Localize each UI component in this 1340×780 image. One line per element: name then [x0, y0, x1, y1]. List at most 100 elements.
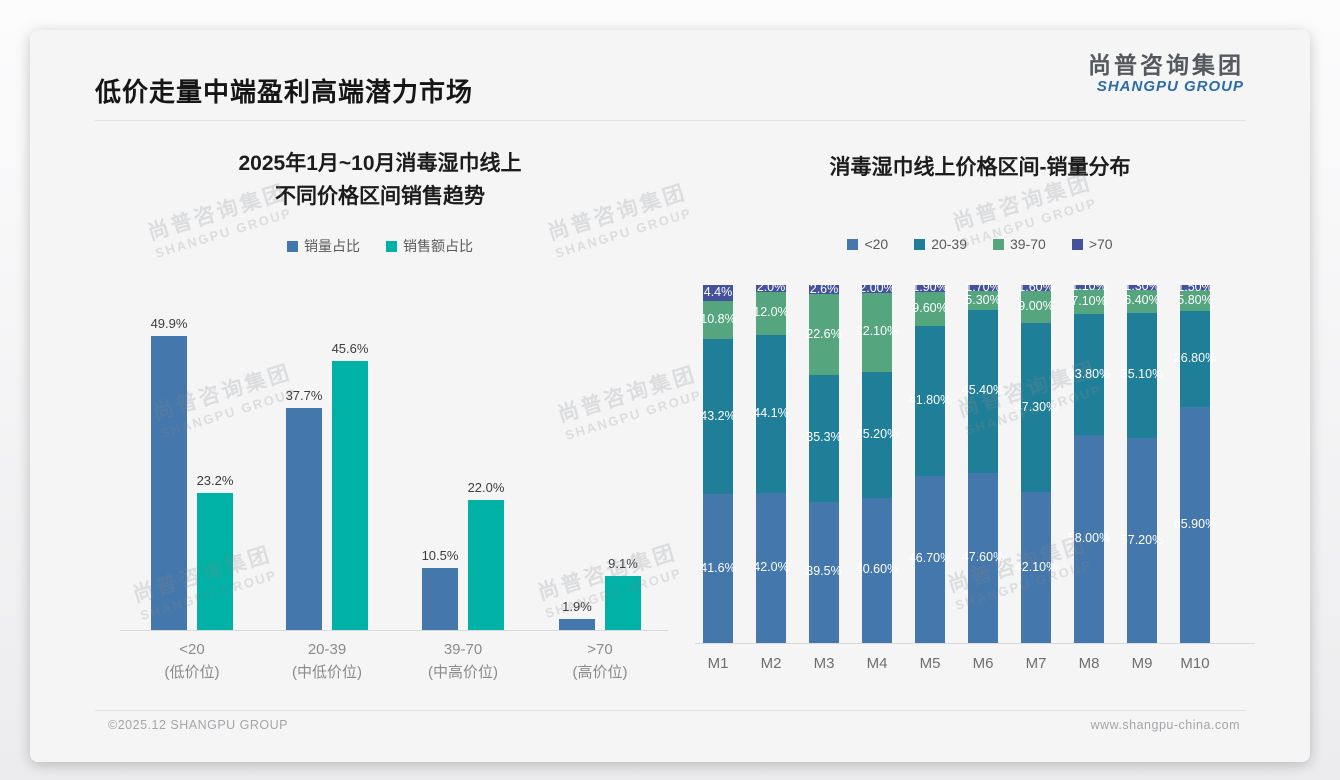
- x-axis-label: M6: [972, 655, 994, 672]
- legend-label: 销售额占比: [403, 238, 473, 254]
- bar-销量占比: [151, 336, 187, 630]
- category-sublabel: (低价位): [164, 664, 220, 681]
- logo-en-text: SHANGPU GROUP: [1096, 78, 1244, 96]
- category-sublabel: (中低价位): [292, 664, 362, 681]
- category-label: >70: [587, 641, 613, 658]
- page-title: 低价走量中端盈利高端潜力市场: [95, 77, 474, 107]
- header-divider: [95, 120, 1246, 121]
- left-chart-legend: 销量占比 销售额占比: [90, 236, 670, 256]
- bar-销量占比: [559, 619, 595, 630]
- bar-segment-39-70: [862, 292, 892, 372]
- bar-segment-39-70: [809, 294, 839, 376]
- segment-label: 10.8%: [700, 312, 736, 327]
- bar-销售额占比: [605, 576, 641, 630]
- x-axis-label: M3: [813, 655, 835, 672]
- segment-label: 9.60%: [912, 301, 948, 315]
- segment-label: 57.20%: [1120, 532, 1164, 547]
- segment-label: 42.0%: [753, 559, 789, 574]
- segment-label: 5.80%: [1177, 292, 1213, 307]
- legend-label: 39-70: [1010, 236, 1046, 252]
- right-chart-plot: 41.6% 43.2% 10.8% 4.4% M1 42.0% 44.1% 12.0% 2.0%…: [660, 270, 1280, 700]
- bar-segment->70: [915, 285, 945, 292]
- legend-swatch: [993, 238, 1004, 250]
- bar-segment-<20: [862, 497, 892, 643]
- value-label: 22.0%: [467, 480, 505, 495]
- x-axis-label: M8: [1078, 655, 1100, 672]
- category-label: 39-70: [443, 641, 483, 658]
- x-axis-label: M1: [707, 655, 729, 672]
- bar-销量占比: [422, 568, 458, 630]
- bar-销售额占比: [197, 493, 233, 630]
- segment-label: 1.30%: [1124, 279, 1160, 294]
- bar-segment->70: [756, 284, 786, 292]
- legend-swatch: [386, 240, 397, 252]
- bar-segment-<20: [809, 501, 839, 643]
- bar-segment-<20: [1074, 435, 1104, 643]
- bar-segment-39-70: [703, 300, 733, 340]
- x-axis-label: M9: [1131, 655, 1153, 672]
- segment-label: 47.60%: [961, 549, 1005, 564]
- footer-copyright: ©2025.12 SHANGPU GROUP: [108, 718, 288, 732]
- left-chart-title: 2025年1月~10月消毒湿巾线上 不同价格区间销售趋势: [90, 148, 670, 213]
- bar-segment->70: [1021, 285, 1051, 291]
- segment-label: 2.0%: [756, 280, 786, 295]
- legend-item: 39-70: [993, 236, 1046, 252]
- value-label: 49.9%: [150, 316, 188, 331]
- x-axis-label: M2: [760, 655, 782, 672]
- bar-segment-20-39: [756, 334, 786, 493]
- segment-label: 2.00%: [859, 280, 895, 295]
- category-sublabel: (中高价位): [428, 664, 498, 681]
- x-axis-label: M4: [866, 655, 888, 672]
- bar-segment-20-39: [1021, 322, 1051, 493]
- legend-swatch: [1071, 238, 1083, 250]
- segment-label: 1.70%: [965, 280, 1001, 294]
- category-label: <20: [179, 641, 205, 658]
- x-axis-line: [120, 630, 668, 631]
- segment-label: 12.0%: [753, 305, 789, 320]
- bar-segment-<20: [968, 472, 998, 643]
- segment-label: 41.80%: [908, 393, 952, 407]
- bar-segment-39-70: [1180, 290, 1210, 312]
- bar-segment-<20: [915, 475, 945, 643]
- segment-label: 65.90%: [1173, 517, 1217, 531]
- bar-销售额占比: [468, 500, 504, 630]
- footer-divider: [95, 710, 1246, 711]
- bar-segment->70: [862, 285, 892, 293]
- bar-segment-20-39: [703, 339, 733, 495]
- value-label: 37.7%: [285, 388, 323, 403]
- bar-销售额占比: [332, 361, 368, 630]
- legend-item: 20-39: [914, 236, 967, 252]
- bar-segment-20-39: [915, 326, 945, 476]
- segment-label: 7.10%: [1071, 293, 1107, 308]
- bar-segment-20-39: [1074, 314, 1104, 436]
- segment-label: 1.60%: [1018, 279, 1054, 294]
- segment-label: 39.5%: [806, 564, 842, 579]
- left-chart-plot: 49.9% 37.7% 10.5% 1.9% 23.2% 45.6% 22.0% 9.1% <2…: [90, 270, 670, 690]
- legend-item: <20: [847, 236, 888, 252]
- x-axis-line: [695, 643, 1255, 644]
- segment-label: 9.00%: [1018, 298, 1054, 313]
- bar-segment->70: [809, 285, 839, 295]
- bar-segment->70: [968, 285, 998, 292]
- segment-label: 5.30%: [965, 292, 1001, 307]
- bar-segment-39-70: [1021, 290, 1051, 323]
- legend-swatch: [914, 238, 926, 250]
- value-label: 9.1%: [608, 556, 638, 571]
- segment-label: 35.20%: [855, 426, 899, 441]
- segment-label: 22.6%: [806, 326, 842, 341]
- segment-label: 26.80%: [1173, 351, 1217, 366]
- x-axis-label: M5: [919, 655, 941, 672]
- segment-label: 35.10%: [1120, 367, 1164, 382]
- segment-label: 35.3%: [806, 430, 842, 445]
- bar-segment->70: [1074, 285, 1104, 289]
- segment-label: 46.70%: [908, 551, 952, 566]
- segment-label: 2.6%: [809, 281, 839, 296]
- legend-label: 销量占比: [304, 238, 360, 254]
- shangpu-logo: 尚普咨询集团 SHANGPU GROUP: [1088, 52, 1244, 96]
- legend-swatch: [287, 240, 298, 252]
- legend-item: 销量占比: [287, 236, 360, 256]
- x-axis-label: M10: [1180, 655, 1210, 672]
- right-chart-title-line1: 消毒湿巾线上价格区间-销量分布: [829, 156, 1131, 179]
- bar-segment-<20: [1021, 492, 1051, 643]
- legend-label: >70: [1088, 236, 1113, 252]
